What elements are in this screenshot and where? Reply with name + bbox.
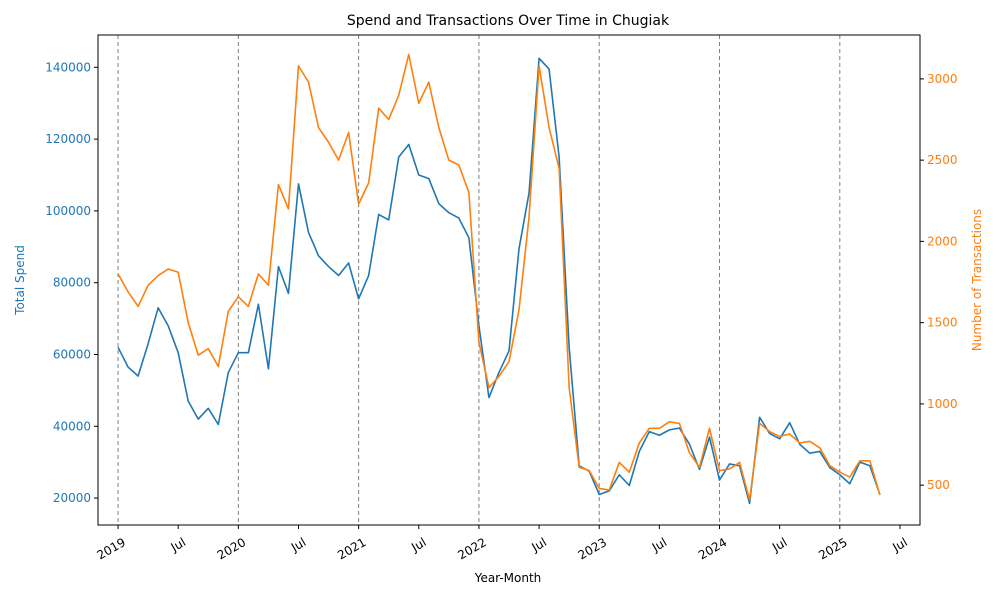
x-tick-label: Jul [168, 535, 188, 555]
x-tick-label: Jul [529, 535, 549, 555]
series-layer [117, 53, 881, 505]
y-right-tick-label: 500 [927, 478, 950, 492]
x-tick-label: Jul [288, 535, 308, 555]
y-right-tick-label: 2500 [927, 153, 958, 167]
plot-frame [97, 34, 921, 526]
y-right-tick-label: 3000 [927, 72, 958, 86]
y-axis-right-title: Number of Transactions [970, 209, 984, 351]
y-left-tick-label: 20000 [53, 491, 91, 505]
y-right-tick-label: 1500 [927, 316, 958, 330]
x-tick-label: Jul [889, 535, 909, 555]
y-right-tick-label: 1000 [927, 397, 958, 411]
x-axis-title: Year-Month [474, 571, 542, 585]
y-left-tick-label: 140000 [45, 60, 91, 74]
y-axis-right: 500 1000 1500 2000 2500 3000 [920, 72, 958, 492]
y-left-tick-label: 100000 [45, 204, 91, 218]
x-tick-label: Jul [408, 535, 428, 555]
y-left-tick-label: 40000 [53, 419, 91, 433]
series-line-transactions [117, 53, 881, 501]
x-tick-label: Jul [649, 535, 669, 555]
y-left-tick-label: 60000 [53, 347, 91, 361]
x-tick-label: Jul [769, 535, 789, 555]
y-right-tick-label: 2000 [927, 234, 958, 248]
year-reference-lines [117, 35, 841, 525]
y-left-tick-label: 120000 [45, 132, 91, 146]
y-axis-left: 20000 40000 60000 80000 100000 120000 140000 [45, 60, 98, 505]
y-left-tick-label: 80000 [53, 276, 91, 290]
y-axis-left-title: Total Spend [13, 245, 27, 316]
chart-title: Spend and Transactions Over Time in Chug… [347, 13, 670, 29]
